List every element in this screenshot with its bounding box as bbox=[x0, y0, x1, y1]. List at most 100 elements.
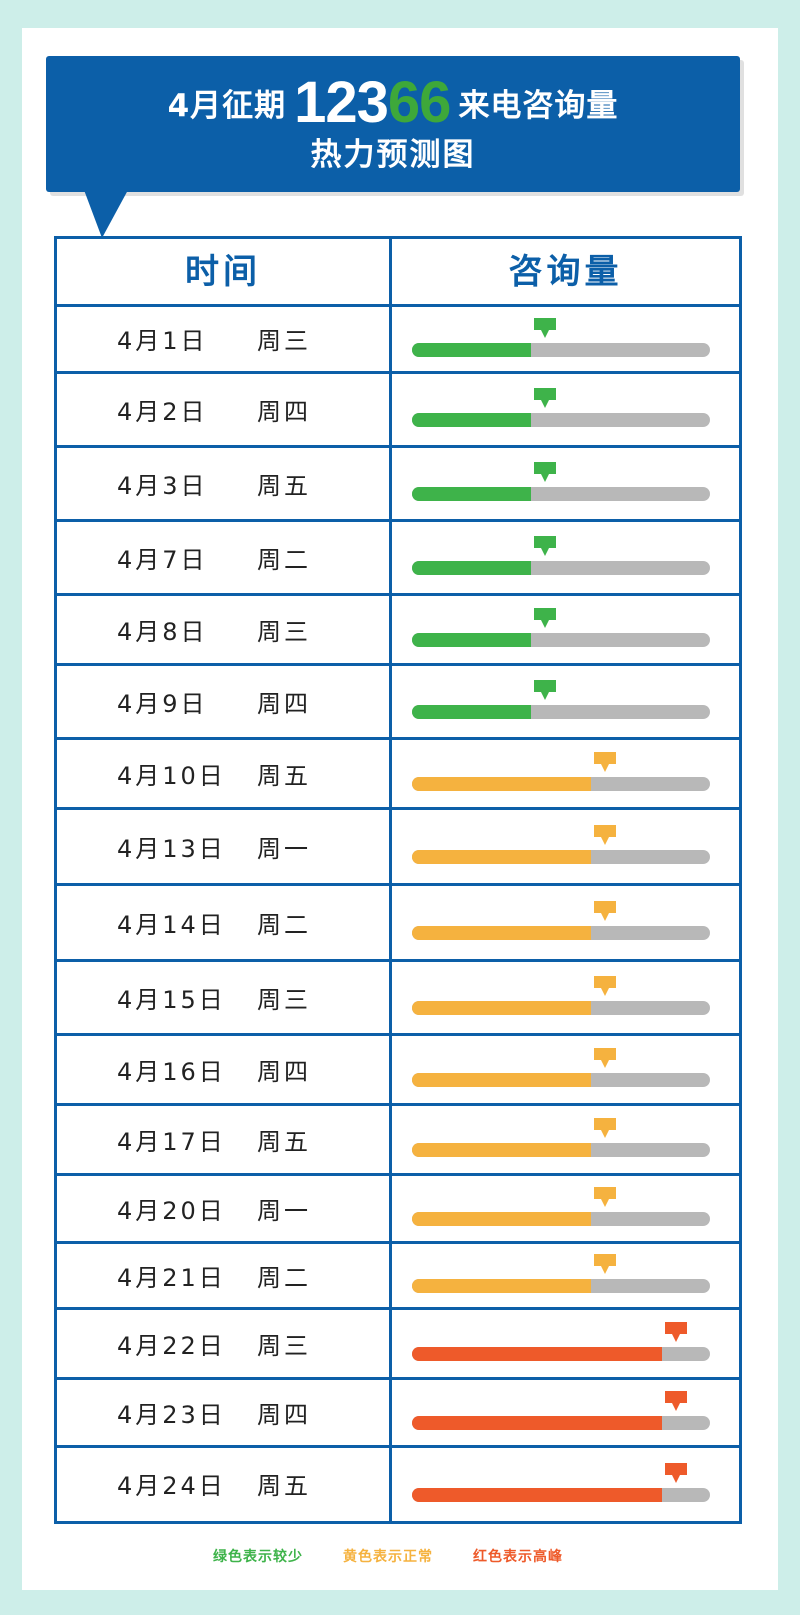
table-row: 4月16日 周四 bbox=[57, 1034, 389, 1104]
legend-item-low: 绿色表示较少 bbox=[213, 1549, 303, 1565]
table-row: 4月9日 周四 bbox=[57, 664, 389, 738]
row-divider bbox=[54, 1103, 742, 1106]
hotline-number: 12366 bbox=[294, 69, 452, 136]
table-column-divider bbox=[389, 236, 392, 1524]
row-date: 4月15日 bbox=[117, 985, 226, 1014]
row-date: 4月16日 bbox=[117, 1057, 226, 1086]
table-row: 4月7日 周二 bbox=[57, 520, 389, 594]
row-weekday: 周三 bbox=[257, 1331, 311, 1360]
level-marker-icon bbox=[594, 825, 616, 845]
legend-item-peak: 红色表示高峰 bbox=[473, 1549, 563, 1565]
volume-bar-track bbox=[412, 1347, 710, 1361]
volume-bar bbox=[412, 413, 531, 427]
level-marker-icon bbox=[594, 901, 616, 921]
title-line-1: 4月征期 12366 来电咨询量 bbox=[46, 68, 740, 136]
row-date: 4月2日 bbox=[117, 397, 208, 426]
volume-bar-track bbox=[412, 487, 710, 501]
table-row: 4月13日 周一 bbox=[57, 808, 389, 884]
row-divider bbox=[54, 1173, 742, 1176]
table-row: 4月14日 周二 bbox=[57, 884, 389, 960]
row-date: 4月24日 bbox=[117, 1472, 226, 1500]
volume-bar-track bbox=[412, 343, 710, 357]
column-header-volume: 咨询量 bbox=[508, 252, 623, 292]
row-weekday: 周四 bbox=[257, 1400, 311, 1429]
row-weekday: 周二 bbox=[257, 1263, 311, 1292]
volume-bar bbox=[412, 1001, 591, 1015]
volume-bar-track bbox=[412, 1488, 710, 1502]
table-row: 4月3日 周五 bbox=[57, 446, 389, 520]
table-row: 4月22日 周三 bbox=[57, 1308, 389, 1378]
table-row: 4月10日 周五 bbox=[57, 738, 389, 808]
legend: 绿色表示较少 黄色表示正常 红色表示高峰 bbox=[0, 1546, 800, 1570]
row-date: 4月21日 bbox=[117, 1263, 226, 1292]
row-divider bbox=[54, 1445, 742, 1448]
volume-bar bbox=[412, 633, 531, 647]
row-date: 4月17日 bbox=[117, 1127, 226, 1156]
row-weekday: 周四 bbox=[257, 689, 311, 718]
row-weekday: 周四 bbox=[257, 397, 311, 426]
table-row: 4月2日 周四 bbox=[57, 372, 389, 446]
table-row: 4月20日 周一 bbox=[57, 1174, 389, 1242]
row-divider bbox=[54, 737, 742, 740]
level-marker-icon bbox=[594, 1187, 616, 1207]
row-divider bbox=[54, 519, 742, 522]
title-banner bbox=[46, 56, 740, 192]
level-marker-icon bbox=[534, 318, 556, 338]
table-row: 4月15日 周三 bbox=[57, 960, 389, 1034]
volume-bar bbox=[412, 1416, 662, 1430]
row-divider bbox=[54, 1241, 742, 1244]
level-marker-icon bbox=[594, 1254, 616, 1274]
row-date: 4月20日 bbox=[117, 1196, 226, 1225]
level-marker-icon bbox=[594, 976, 616, 996]
volume-bar bbox=[412, 850, 591, 864]
row-weekday: 周一 bbox=[257, 1196, 311, 1225]
row-date: 4月14日 bbox=[117, 910, 226, 939]
hotline-number-part1: 123 bbox=[294, 69, 389, 135]
row-date: 4月23日 bbox=[117, 1400, 226, 1429]
volume-bar-track bbox=[412, 777, 710, 791]
title-line-2: 热力预测图 bbox=[310, 137, 476, 173]
level-marker-icon bbox=[534, 388, 556, 408]
volume-bar bbox=[412, 1073, 591, 1087]
row-date: 4月13日 bbox=[117, 834, 226, 863]
volume-bar-track bbox=[412, 850, 710, 864]
table-row: 4月23日 周四 bbox=[57, 1378, 389, 1446]
row-divider bbox=[54, 371, 742, 374]
row-weekday: 周二 bbox=[257, 910, 311, 939]
column-header-time: 时间 bbox=[185, 252, 261, 292]
level-marker-icon bbox=[665, 1391, 687, 1411]
row-divider bbox=[54, 1307, 742, 1310]
volume-bar bbox=[412, 1212, 591, 1226]
volume-bar bbox=[412, 561, 531, 575]
row-weekday: 周五 bbox=[257, 761, 311, 790]
level-marker-icon bbox=[534, 462, 556, 482]
row-divider bbox=[54, 1033, 742, 1036]
legend-item-normal: 黄色表示正常 bbox=[343, 1549, 433, 1565]
volume-bar bbox=[412, 926, 591, 940]
row-date: 4月8日 bbox=[117, 617, 208, 646]
table-row: 4月1日 周三 bbox=[57, 305, 389, 372]
row-weekday: 周三 bbox=[257, 985, 311, 1014]
row-divider bbox=[54, 663, 742, 666]
volume-bar-track bbox=[412, 1001, 710, 1015]
row-weekday: 周一 bbox=[257, 834, 311, 863]
row-date: 4月1日 bbox=[117, 327, 208, 355]
table-row: 4月21日 周二 bbox=[57, 1242, 389, 1308]
volume-bar bbox=[412, 487, 531, 501]
table-row: 4月17日 周五 bbox=[57, 1104, 389, 1174]
volume-bar-track bbox=[412, 633, 710, 647]
level-marker-icon bbox=[665, 1463, 687, 1483]
hotline-number-part2: 66 bbox=[387, 69, 452, 135]
table-row: 4月8日 周三 bbox=[57, 594, 389, 664]
row-date: 4月9日 bbox=[117, 689, 208, 718]
level-marker-icon bbox=[534, 536, 556, 556]
row-weekday: 周四 bbox=[257, 1057, 311, 1086]
row-weekday: 周二 bbox=[257, 545, 311, 574]
volume-bar bbox=[412, 1347, 662, 1361]
level-marker-icon bbox=[594, 1118, 616, 1138]
volume-bar-track bbox=[412, 705, 710, 719]
volume-bar-track bbox=[412, 413, 710, 427]
row-weekday: 周三 bbox=[257, 327, 311, 355]
row-divider bbox=[54, 807, 742, 810]
volume-bar bbox=[412, 1279, 591, 1293]
